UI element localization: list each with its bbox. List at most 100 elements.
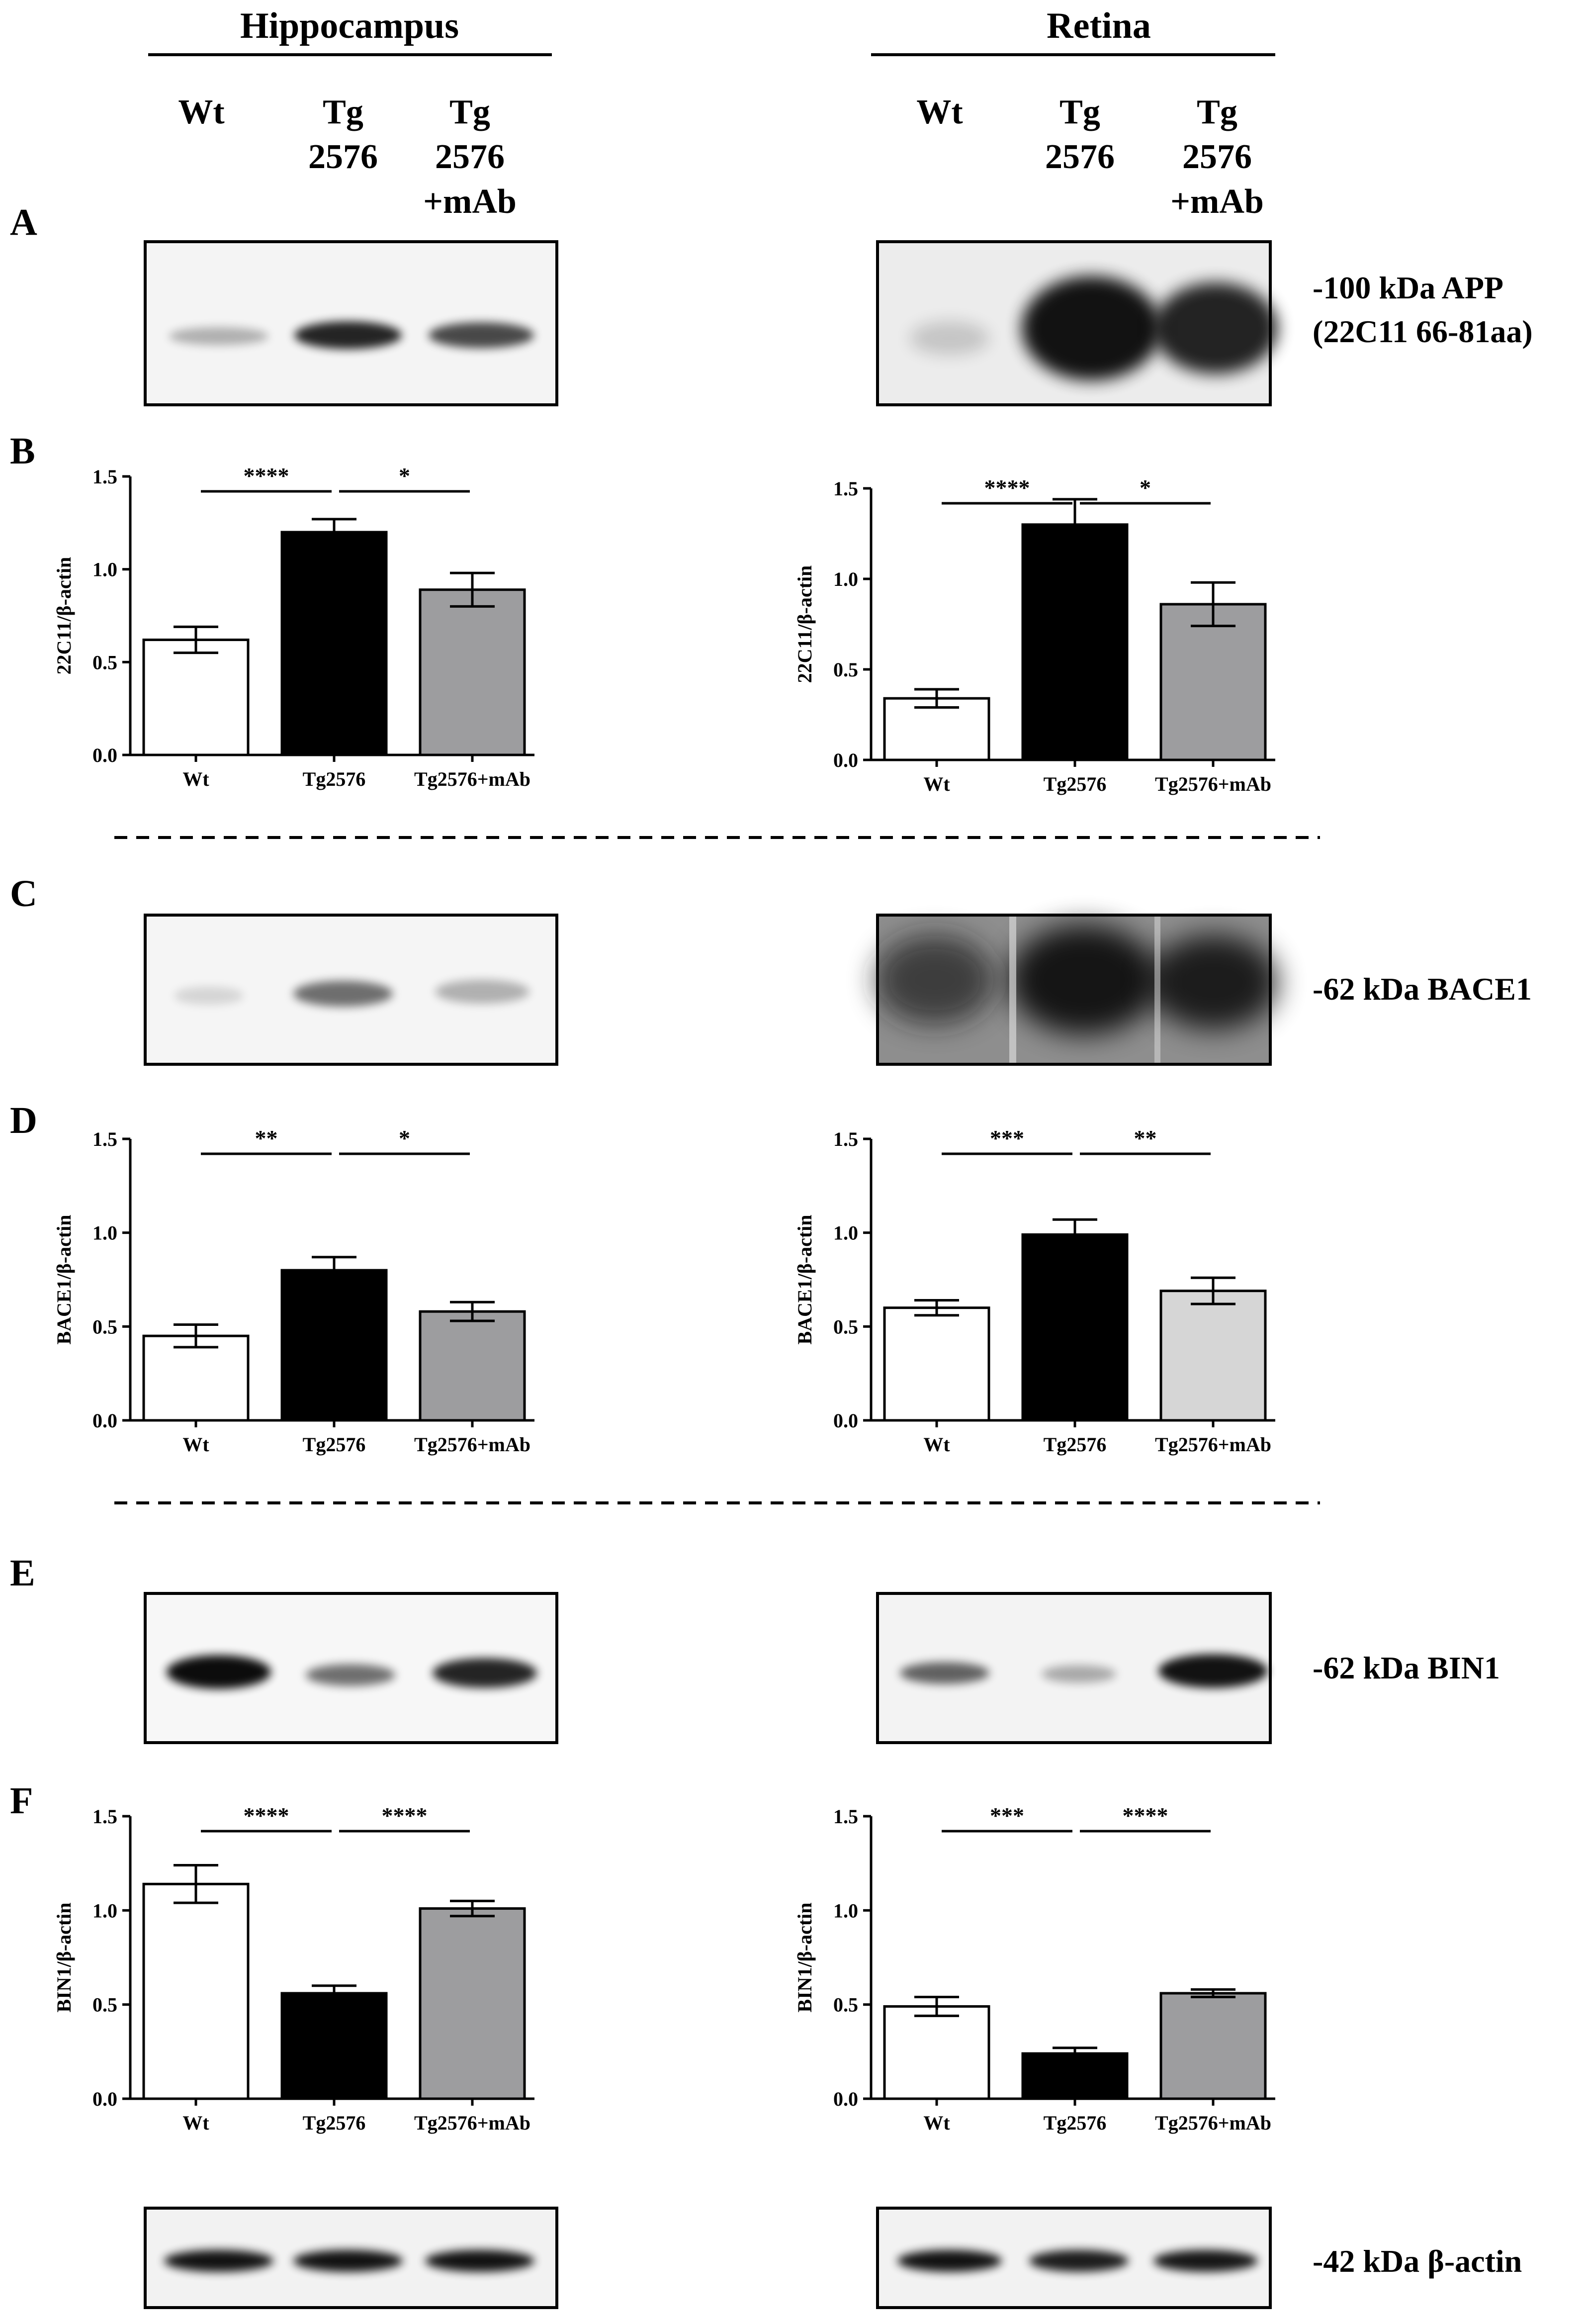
bar: [280, 531, 388, 756]
blot-actin-hippocampus: [144, 2207, 558, 2309]
y-tick-label: 1.5: [833, 477, 858, 500]
significance-label: **: [1134, 1125, 1157, 1151]
y-tick-label: 0.0: [92, 744, 117, 766]
y-tick-label: 1.0: [92, 1222, 117, 1244]
y-tick-label: 0.0: [833, 749, 858, 771]
bar: [419, 1907, 526, 2100]
x-tick-label: Wt: [923, 1433, 950, 1456]
bar-chart-f-hippocampus: 0.0 0.5 1.0 1.5 BIN1/β-actin Wt Tg2576 Tg2576+m…: [53, 1803, 534, 2134]
blot-app-hippocampus: [144, 240, 558, 406]
significance-label: ****: [382, 1803, 428, 1828]
y-axis-label: BACE1/β-actin: [53, 1214, 75, 1344]
x-tick-label: Tg2576: [1044, 1433, 1107, 1456]
bar: [1159, 603, 1267, 761]
x-tick-label: Tg2576+mAb: [1155, 2112, 1271, 2134]
y-tick-label: 0.5: [833, 658, 858, 681]
y-axis-label: BACE1/β-actin: [793, 1214, 816, 1344]
significance-label: ****: [984, 475, 1030, 500]
x-tick-label: Wt: [182, 1433, 209, 1456]
x-tick-label: Wt: [182, 768, 209, 790]
y-tick-label: 0.0: [833, 1409, 858, 1432]
x-tick-label: Tg2576+mAb: [1155, 773, 1271, 795]
bar: [142, 1882, 250, 2100]
lane-label-tg: 2576: [308, 138, 378, 176]
blot-actin-retina: [876, 2207, 1272, 2309]
x-tick-label: Wt: [923, 773, 950, 795]
x-tick-label: Tg2576+mAb: [414, 768, 530, 790]
panel-letter-d: D: [10, 1100, 37, 1141]
bar: [142, 1334, 250, 1422]
y-tick-label: 0.5: [92, 651, 117, 673]
lane-label-tg: Tg: [323, 93, 363, 131]
bar: [419, 588, 526, 756]
bar: [1159, 1290, 1267, 1422]
y-tick-label: 0.0: [92, 2088, 117, 2110]
x-tick-label: Tg2576: [303, 2112, 366, 2134]
bar: [883, 1306, 990, 1422]
panel-letter-f: F: [10, 1780, 33, 1822]
significance-label: *: [1140, 475, 1151, 500]
bar: [142, 639, 250, 756]
lane-label-wt: Wt: [178, 93, 224, 131]
bar-chart-d-hippocampus: 0.0 0.5 1.0 1.5 BACE1/β-actin Wt Tg2576 Tg2576+…: [53, 1125, 534, 1456]
significance-label: ***: [990, 1125, 1024, 1151]
blot-label-bace1: -62 kDa BACE1: [1313, 971, 1532, 1007]
bar: [1021, 1233, 1129, 1422]
blot-label-actin: -42 kDa β-actin: [1313, 2243, 1522, 2279]
header-hippocampus: Hippocampus: [240, 5, 459, 46]
y-tick-label: 0.0: [833, 2088, 858, 2110]
panel-letter-c: C: [10, 873, 37, 915]
significance-label: *: [399, 1125, 410, 1151]
lane-label-tg: 2576: [1045, 138, 1115, 176]
y-tick-label: 1.0: [833, 1222, 858, 1244]
x-tick-label: Tg2576: [1044, 773, 1107, 795]
y-tick-label: 1.0: [833, 1899, 858, 1922]
lane-label-mab: 2576: [1182, 138, 1252, 176]
blot-bace1-hippocampus: [144, 914, 558, 1066]
lane-label-tg: Tg: [1059, 93, 1100, 131]
blot-app-retina: [876, 240, 1278, 406]
y-tick-label: 0.5: [833, 1315, 858, 1338]
x-tick-label: Wt: [923, 2112, 950, 2134]
lane-label-mab: +mAb: [1170, 183, 1264, 221]
x-tick-label: Tg2576+mAb: [414, 1433, 530, 1456]
x-tick-label: Tg2576: [1044, 2112, 1107, 2134]
y-tick-label: 1.5: [833, 1128, 858, 1150]
y-axis-label: 22C11/β-actin: [793, 565, 816, 683]
significance-label: *: [399, 463, 410, 488]
blot-label-bin1: -62 kDa BIN1: [1313, 1650, 1500, 1685]
bar: [419, 1310, 526, 1422]
y-tick-label: 1.0: [92, 558, 117, 581]
bar: [280, 1269, 388, 1422]
header-retina: Retina: [1047, 5, 1151, 46]
y-tick-label: 1.5: [92, 1128, 117, 1150]
lane-label-mab: +mAb: [423, 183, 517, 221]
bar-chart-b-hippocampus: 0.0 0.5 1.0 1.5 22C11/β-actin Wt Tg2576 Tg2576+…: [53, 463, 534, 790]
x-tick-label: Tg2576: [303, 1433, 366, 1456]
y-tick-label: 1.5: [92, 1805, 117, 1828]
blot-label-app: (22C11 66-81aa): [1313, 314, 1533, 349]
lane-label-mab: 2576: [435, 138, 505, 176]
y-tick-label: 1.5: [92, 465, 117, 488]
blot-bin1-retina: [876, 1592, 1272, 1744]
bar-chart-b-retina: 0.0 0.5 1.0 1.5 22C11/β-actin Wt Tg2576 Tg2576+…: [793, 475, 1275, 795]
panel-letter-a: A: [10, 201, 37, 243]
y-tick-label: 1.5: [833, 1805, 858, 1828]
y-tick-label: 0.5: [833, 1994, 858, 2016]
y-tick-label: 0.0: [92, 1409, 117, 1432]
bar: [1021, 523, 1129, 761]
bar: [280, 1992, 388, 2100]
y-axis-label: BIN1/β-actin: [53, 1902, 75, 2012]
blot-label-app: -100 kDa APP: [1313, 270, 1503, 305]
lane-label-mab: Tg: [1197, 93, 1237, 131]
bar-chart-f-retina: 0.0 0.5 1.0 1.5 BIN1/β-actin Wt Tg2576 Tg2576+m…: [793, 1803, 1275, 2134]
blot-bin1-hippocampus: [144, 1592, 558, 1744]
charts-layer: 0.0 0.5 1.0 1.5 22C11/β-actin Wt Tg2576 Tg2576+…: [53, 463, 1275, 2134]
y-axis-label: 22C11/β-actin: [53, 557, 75, 675]
panel-letter-e: E: [10, 1552, 35, 1594]
lane-label-wt: Wt: [916, 93, 963, 131]
x-tick-label: Wt: [182, 2112, 209, 2134]
y-tick-label: 1.0: [92, 1899, 117, 1922]
